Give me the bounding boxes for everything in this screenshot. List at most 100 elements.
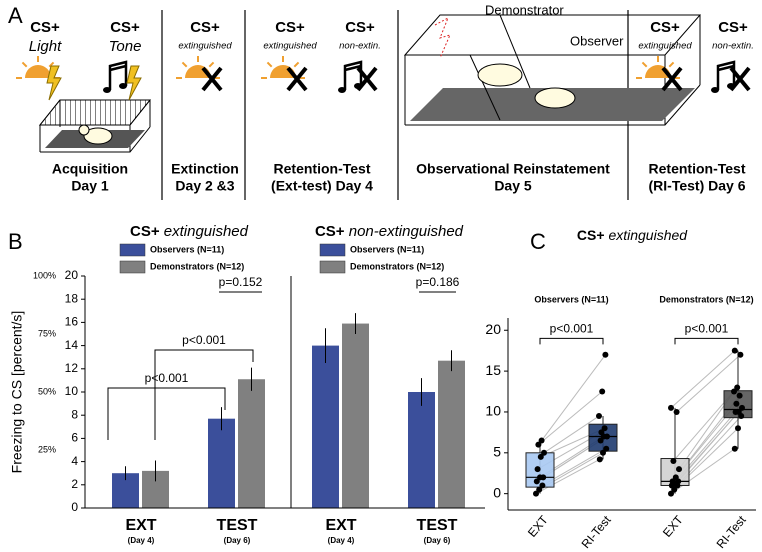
- data-point: [537, 453, 544, 460]
- x-tick-label: EXT: [325, 517, 356, 534]
- significance-bracket: [107, 387, 226, 440]
- bar: [208, 418, 235, 508]
- cross-icon: [356, 66, 378, 92]
- x-tick-note: (Day 4): [128, 536, 155, 545]
- data-point: [599, 388, 606, 395]
- cross-icon: [201, 66, 223, 92]
- data-point: [669, 478, 676, 485]
- y-tick-label: 8: [71, 407, 78, 421]
- cue-qualifier: Light: [29, 38, 62, 55]
- y-axis-label: Freezing to CS [percent/s]: [9, 311, 25, 474]
- bar: [408, 392, 435, 508]
- bar: [312, 345, 339, 508]
- chart-title: CS+ non-extinguished: [315, 223, 464, 240]
- bar: [238, 379, 265, 508]
- sun-ray: [181, 61, 188, 68]
- data-point: [668, 490, 674, 497]
- data-point: [739, 404, 745, 411]
- cue-label: CS+: [345, 19, 375, 36]
- data-point: [603, 445, 610, 452]
- stage-caption: Extinction: [171, 161, 239, 177]
- sun-ray: [668, 61, 675, 68]
- note-head: [103, 87, 111, 93]
- y-tick-label: 2: [71, 477, 78, 491]
- data-point: [540, 474, 547, 481]
- group-label: Observers (N=11): [534, 294, 608, 304]
- shock-icon: [46, 65, 62, 101]
- data-point: [597, 437, 604, 444]
- panel-label: C: [530, 229, 546, 254]
- data-point: [673, 408, 680, 415]
- data-point: [541, 449, 547, 456]
- p-value: p<0.001: [182, 333, 226, 347]
- data-point: [596, 413, 602, 420]
- x-tick-note: (Day 6): [224, 536, 251, 545]
- legend-label: Demonstrators (N=12): [350, 261, 444, 271]
- y-tick-label: 20: [485, 321, 501, 337]
- note-icon: [108, 60, 128, 90]
- cue-label: CS+: [275, 19, 305, 36]
- note-head: [711, 87, 719, 93]
- data-point: [733, 400, 740, 407]
- data-point: [731, 347, 738, 354]
- sun-ray: [48, 61, 55, 68]
- x-tick-label: TEST: [217, 517, 258, 534]
- title-main: CS+: [130, 223, 160, 240]
- data-point: [670, 457, 677, 464]
- data-point: [734, 384, 741, 391]
- cross-icon: [729, 66, 751, 92]
- sun-ray: [208, 61, 215, 68]
- cue-label: CS+: [650, 19, 680, 36]
- cross-icon: [286, 66, 308, 92]
- data-point: [539, 482, 546, 489]
- cue-qualifier: extinguished: [178, 41, 232, 52]
- data-point: [538, 437, 545, 444]
- sun-ray: [266, 61, 273, 68]
- pair-line: [543, 415, 600, 454]
- data-point: [731, 445, 738, 452]
- p-value: p=0.186: [416, 275, 460, 289]
- sun-icon: [25, 65, 51, 78]
- x-tick-note: (Day 4): [328, 536, 355, 545]
- x-tick-label: TEST: [417, 517, 458, 534]
- y2-tick-label: 75%: [38, 328, 56, 338]
- data-point: [602, 351, 609, 358]
- chart-title: CS+ extinguished: [130, 223, 249, 240]
- data-point: [534, 466, 541, 473]
- bar: [438, 360, 465, 508]
- y-tick-label: 10: [65, 384, 79, 398]
- stage-caption: Observational Reinstatement: [416, 161, 610, 177]
- cue-label: CS+: [110, 19, 140, 36]
- data-point: [676, 466, 682, 473]
- sun-ray: [293, 61, 300, 68]
- cue-qualifier: Tone: [109, 38, 142, 55]
- legend-label: Observers (N=11): [350, 244, 424, 254]
- title-main: CS+: [315, 223, 345, 240]
- chamber: [38, 99, 152, 153]
- pair-line: [676, 354, 741, 413]
- data-point: [735, 408, 742, 415]
- pair-line: [670, 350, 736, 409]
- y-tick-label: 14: [65, 338, 79, 352]
- demonstrator-label: Demonstrator: [485, 2, 564, 17]
- title-qualifier: non-extinguished: [349, 223, 464, 240]
- data-point: [596, 456, 603, 463]
- note-head: [119, 83, 127, 89]
- y-tick-label: 10: [485, 403, 501, 419]
- y-tick-label: 5: [493, 444, 501, 460]
- data-point: [736, 392, 743, 399]
- legend-swatch: [319, 243, 346, 257]
- y-tick-label: 16: [65, 315, 79, 329]
- stage-caption: (Ext-test) Day 4: [271, 178, 373, 194]
- y-tick-label: 20: [65, 268, 79, 282]
- title-main: CS+: [577, 227, 605, 243]
- legend-label: Demonstrators (N=12): [150, 261, 244, 271]
- data-point: [601, 425, 608, 432]
- y2-tick-label: 50%: [38, 386, 56, 396]
- observer-label: Observer: [570, 33, 624, 48]
- data-point: [598, 429, 605, 436]
- cue-label: CS+: [190, 19, 220, 36]
- p-value: p<0.001: [550, 322, 594, 336]
